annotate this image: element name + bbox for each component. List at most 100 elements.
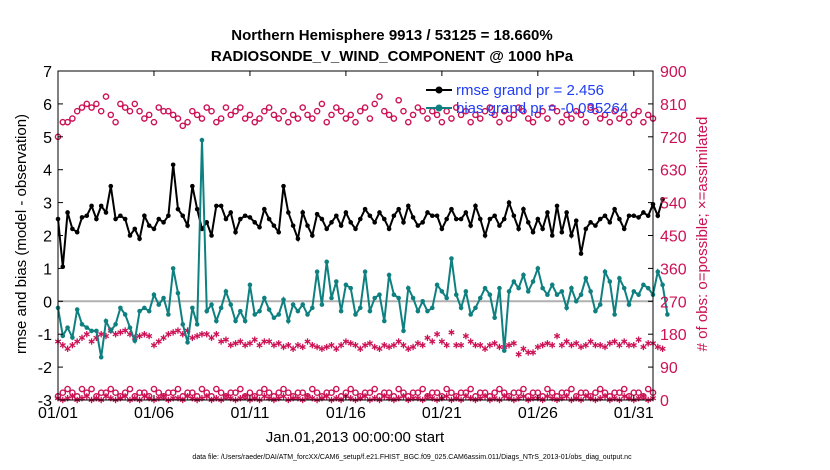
count-assimilated-marker bbox=[338, 341, 345, 349]
count-possible-marker bbox=[174, 115, 182, 122]
bias-point bbox=[602, 269, 608, 274]
rmse-point bbox=[357, 216, 363, 222]
count-possible-marker bbox=[280, 385, 287, 393]
count-possible-marker bbox=[505, 115, 513, 122]
bias-point bbox=[266, 307, 272, 312]
count-possible-marker bbox=[640, 118, 647, 126]
count-possible-marker bbox=[395, 96, 402, 104]
rmse-point bbox=[477, 216, 483, 222]
count-possible-marker bbox=[534, 111, 542, 119]
bias-point bbox=[166, 312, 171, 317]
count-possible-marker bbox=[558, 118, 566, 126]
count-assimilated-marker bbox=[294, 341, 302, 349]
bias-point bbox=[405, 285, 411, 291]
count-assimilated-marker bbox=[433, 331, 441, 338]
count-possible-marker bbox=[577, 111, 585, 119]
bias-point bbox=[506, 289, 512, 294]
count-possible-marker bbox=[620, 111, 628, 119]
bias-point bbox=[420, 299, 425, 304]
count-possible-marker bbox=[582, 118, 590, 126]
count-possible-marker bbox=[433, 389, 441, 396]
rmse-point bbox=[645, 213, 651, 219]
count-possible-marker bbox=[83, 100, 91, 108]
count-possible-marker bbox=[169, 111, 177, 119]
rmse-point bbox=[396, 206, 401, 212]
rmse-point bbox=[65, 210, 70, 215]
rmse-point bbox=[252, 220, 258, 225]
count-assimilated-marker bbox=[203, 393, 210, 400]
rmse-point bbox=[506, 200, 512, 205]
x-tick-label: 01/06 bbox=[134, 405, 174, 422]
count-assimilated-marker bbox=[443, 393, 450, 400]
count-assimilated-marker bbox=[640, 343, 647, 351]
count-possible-marker bbox=[198, 385, 206, 393]
count-assimilated-marker bbox=[98, 331, 105, 338]
count-possible-marker bbox=[333, 385, 340, 393]
bias-point bbox=[286, 318, 291, 324]
count-assimilated-marker bbox=[314, 343, 321, 351]
bias-point bbox=[180, 322, 186, 327]
rmse-point bbox=[146, 223, 152, 228]
rmse-point bbox=[257, 224, 262, 230]
bias-point bbox=[425, 308, 430, 314]
count-assimilated-marker bbox=[146, 332, 153, 340]
count-possible-marker bbox=[539, 107, 546, 115]
count-possible-marker bbox=[491, 111, 498, 119]
count-possible-marker bbox=[217, 389, 225, 396]
bias-point bbox=[156, 302, 162, 307]
count-assimilated-marker bbox=[486, 341, 493, 349]
bias-point bbox=[492, 315, 497, 321]
bias-point bbox=[593, 308, 598, 314]
rmse-point bbox=[324, 226, 330, 232]
count-possible-marker bbox=[333, 104, 340, 111]
y2-axis-label: # of obs: o=possible; ×=assimilated bbox=[694, 117, 711, 352]
count-assimilated-marker bbox=[582, 341, 589, 349]
count-assimilated-marker bbox=[568, 341, 575, 349]
rmse-point bbox=[492, 213, 497, 219]
rmse-point bbox=[310, 233, 315, 238]
count-possible-marker bbox=[544, 115, 551, 122]
rmse-point bbox=[554, 203, 560, 209]
count-assimilated-marker bbox=[141, 331, 148, 338]
rmse-point bbox=[338, 223, 344, 228]
count-possible-marker bbox=[347, 385, 355, 393]
count-possible-marker bbox=[64, 118, 71, 126]
count-possible-marker bbox=[179, 122, 187, 130]
count-possible-marker bbox=[457, 111, 465, 119]
count-assimilated-marker bbox=[654, 343, 661, 351]
count-possible-marker bbox=[189, 107, 196, 115]
count-possible-marker bbox=[285, 118, 292, 126]
count-assimilated-marker bbox=[582, 393, 589, 400]
rmse-point bbox=[305, 223, 310, 228]
rmse-point bbox=[391, 213, 397, 219]
rmse-point bbox=[170, 162, 176, 168]
count-assimilated-marker bbox=[362, 341, 369, 349]
count-possible-marker bbox=[150, 118, 158, 126]
count-possible-marker bbox=[126, 107, 134, 115]
bias-point bbox=[554, 292, 560, 298]
count-assimilated-marker bbox=[242, 393, 249, 400]
rmse-point bbox=[549, 233, 555, 238]
count-assimilated-marker bbox=[88, 338, 95, 345]
count-assimilated-marker bbox=[352, 341, 359, 349]
count-assimilated-marker bbox=[222, 393, 230, 400]
count-possible-marker bbox=[78, 385, 86, 393]
legend-bias-label: bias grand pr = -0.035264 bbox=[456, 100, 628, 117]
count-assimilated-marker bbox=[323, 393, 330, 400]
count-possible-marker bbox=[131, 100, 139, 108]
bias-point bbox=[194, 322, 200, 327]
count-assimilated-marker bbox=[69, 393, 76, 400]
y-axis-label: rmse and bias (model - observation) bbox=[13, 114, 30, 354]
count-assimilated-marker bbox=[563, 338, 570, 345]
rmse-point bbox=[228, 210, 234, 215]
rmse-point bbox=[103, 210, 109, 215]
count-assimilated-marker bbox=[290, 345, 297, 353]
rmse-point bbox=[242, 213, 248, 219]
bias-point bbox=[223, 289, 229, 294]
count-possible-marker bbox=[587, 104, 594, 111]
rmse-point bbox=[530, 229, 536, 235]
count-assimilated-marker bbox=[222, 336, 230, 343]
bias-point bbox=[310, 305, 315, 311]
bias-point bbox=[665, 312, 670, 317]
